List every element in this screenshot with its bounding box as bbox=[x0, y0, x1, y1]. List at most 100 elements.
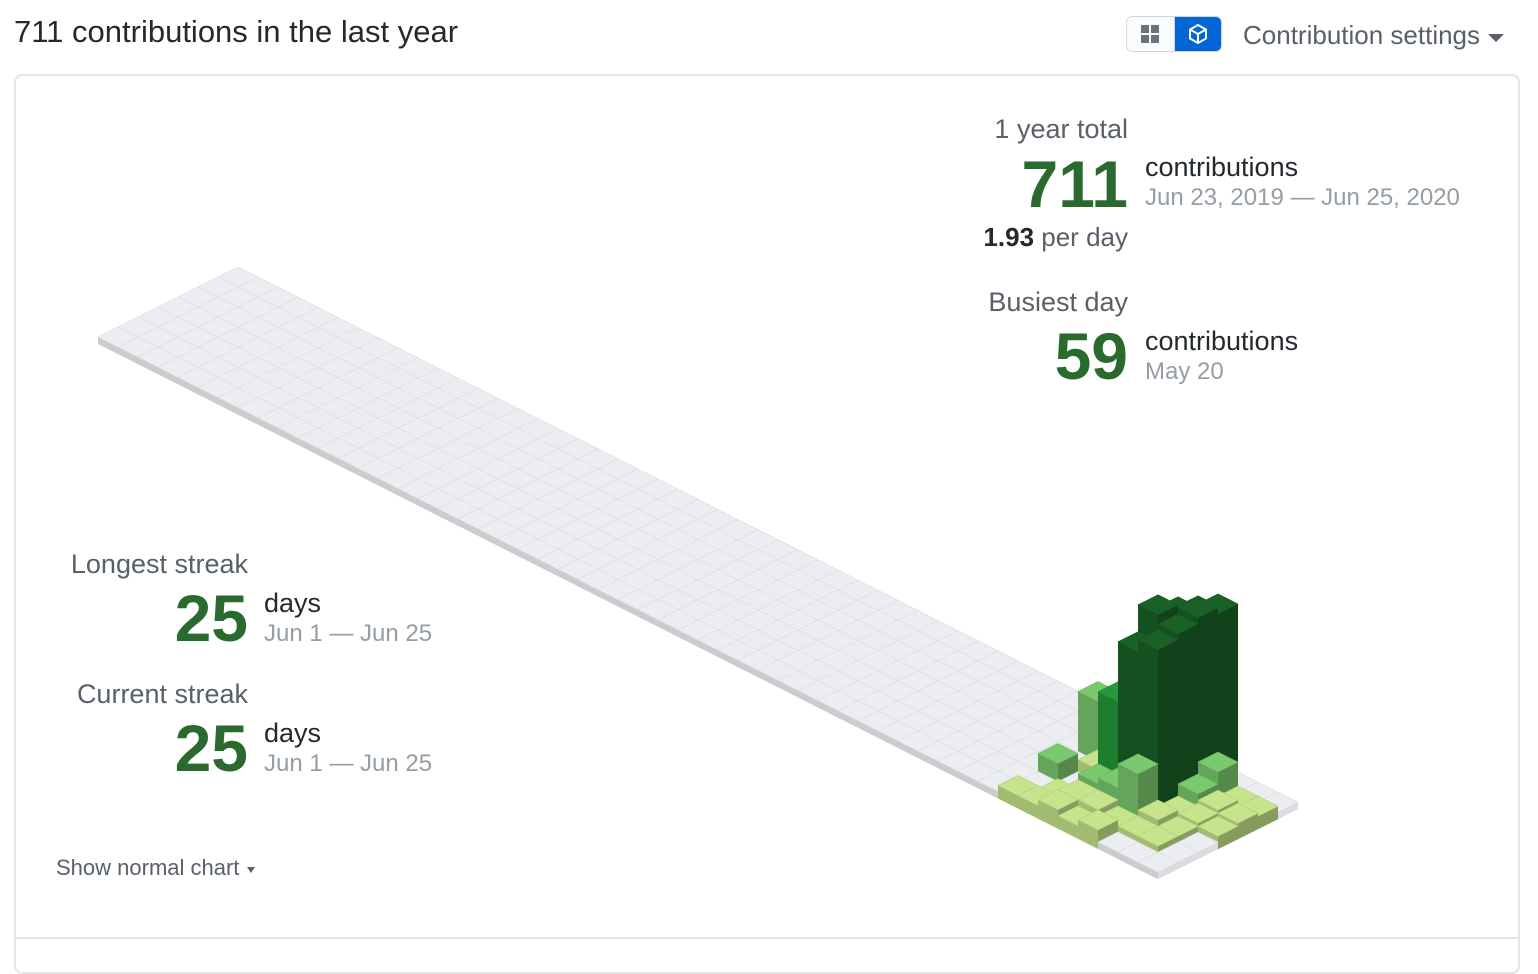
year-total-value: 711 bbox=[1021, 147, 1128, 221]
cell-left-face bbox=[738, 660, 758, 678]
chevron-down-icon bbox=[1488, 33, 1505, 42]
cell-top-face bbox=[1077, 809, 1119, 831]
cell-left-face bbox=[258, 417, 278, 435]
cell-top-face bbox=[1197, 815, 1239, 837]
longest-streak-unit: days bbox=[264, 588, 322, 618]
cell-left-face bbox=[158, 367, 178, 385]
current-streak-value: 25 bbox=[174, 711, 248, 785]
per-day-label: per day bbox=[1041, 222, 1128, 252]
cell-top-face bbox=[1137, 825, 1179, 847]
cell-left-face bbox=[358, 468, 378, 486]
contribution-cell bbox=[1137, 851, 1179, 880]
cell-right-face bbox=[1178, 624, 1198, 809]
cell-top-face bbox=[1177, 773, 1219, 795]
busiest-day-label: Busiest day bbox=[988, 287, 1128, 317]
per-day-value: 1.93 bbox=[983, 222, 1035, 252]
cell-top-face bbox=[1137, 629, 1179, 651]
longest-streak-label: Longest streak bbox=[70, 549, 248, 579]
cell-right-face bbox=[1178, 852, 1198, 870]
cell-top-face bbox=[1037, 743, 1079, 764]
cell-left-face bbox=[758, 670, 778, 688]
cell-right-face bbox=[1218, 604, 1238, 789]
caret-down-icon bbox=[247, 867, 256, 873]
cell-left-face bbox=[918, 751, 938, 769]
cell-left-face bbox=[558, 569, 578, 587]
cell-left-face bbox=[678, 629, 698, 647]
contribution-settings-dropdown[interactable]: Contribution settings bbox=[1243, 20, 1505, 51]
cell-left-face bbox=[398, 488, 418, 506]
cell-left-face bbox=[598, 589, 618, 607]
cell-left-face bbox=[1078, 691, 1098, 769]
busiest-day-value: 59 bbox=[1054, 319, 1128, 393]
cell-left-face bbox=[278, 427, 298, 445]
cell-right-face bbox=[1158, 862, 1178, 880]
year-range: Jun 23, 2019 — Jun 25, 2020 bbox=[1145, 184, 1460, 211]
cell-left-face bbox=[118, 347, 138, 365]
cell-left-face bbox=[338, 458, 358, 476]
cell-right-face bbox=[1158, 640, 1178, 819]
year-total-unit: contributions bbox=[1145, 152, 1299, 182]
cell-top-face bbox=[1137, 799, 1179, 821]
cell-left-face bbox=[978, 781, 998, 799]
busiest-day-unit: contributions bbox=[1145, 326, 1299, 356]
longest-streak-range: Jun 1 — Jun 25 bbox=[264, 620, 433, 647]
cell-left-face bbox=[218, 397, 238, 415]
panel-divider bbox=[14, 937, 1520, 939]
cell-left-face bbox=[938, 761, 958, 779]
busiest-day-date: May 20 bbox=[1145, 358, 1224, 385]
year-total-label: 1 year total bbox=[994, 114, 1128, 144]
cell-left-face bbox=[498, 539, 518, 557]
cell-top-face bbox=[1197, 751, 1239, 773]
longest-streak-value: 25 bbox=[174, 581, 248, 655]
cell-left-face bbox=[858, 720, 878, 738]
cell-top-face bbox=[1137, 851, 1179, 873]
cube-view-button[interactable] bbox=[1174, 17, 1221, 51]
cell-left-face bbox=[798, 690, 818, 708]
cell-left-face bbox=[898, 741, 918, 759]
cell-left-face bbox=[438, 508, 458, 526]
cell-left-face bbox=[658, 619, 678, 637]
cell-top-face bbox=[1197, 789, 1239, 811]
cell-top-face bbox=[1037, 789, 1079, 811]
cell-left-face bbox=[1098, 842, 1118, 860]
cell-top-face bbox=[1117, 753, 1159, 775]
cell-left-face bbox=[718, 650, 738, 668]
cell-right-face bbox=[1198, 842, 1218, 860]
cell-left-face bbox=[458, 518, 478, 536]
show-normal-chart-link[interactable]: Show normal chart bbox=[56, 855, 256, 881]
cell-left-face bbox=[1138, 862, 1158, 880]
cell-left-face bbox=[778, 680, 798, 698]
cell-left-face bbox=[878, 730, 898, 748]
cell-left-face bbox=[138, 357, 158, 375]
cell-left-face bbox=[318, 448, 338, 466]
cell-left-face bbox=[958, 771, 978, 789]
cell-left-face bbox=[618, 599, 638, 617]
cell-left-face bbox=[378, 478, 398, 496]
cell-left-face bbox=[1058, 815, 1078, 839]
cell-left-face bbox=[198, 387, 218, 405]
cell-left-face bbox=[98, 337, 118, 355]
cell-left-face bbox=[538, 559, 558, 577]
cell-top-face bbox=[1137, 594, 1179, 616]
cell-left-face bbox=[298, 438, 318, 456]
view-toggle bbox=[1126, 16, 1222, 52]
cell-right-face bbox=[1258, 806, 1278, 830]
cell-left-face bbox=[818, 700, 838, 718]
cell-left-face bbox=[1078, 819, 1098, 849]
cell-left-face bbox=[178, 377, 198, 395]
current-streak-range: Jun 1 — Jun 25 bbox=[264, 750, 433, 777]
current-streak-label: Current streak bbox=[76, 679, 248, 709]
cell-left-face bbox=[1118, 852, 1138, 870]
cell-top-face bbox=[1177, 802, 1219, 824]
grid-view-button[interactable] bbox=[1127, 17, 1175, 51]
cell-left-face bbox=[478, 528, 498, 546]
show-normal-chart-label: Show normal chart bbox=[56, 855, 240, 880]
contributions-title: 711 contributions in the last year bbox=[14, 14, 459, 49]
cell-left-face bbox=[1018, 795, 1038, 819]
cell-left-face bbox=[638, 609, 658, 627]
cell-left-face bbox=[418, 498, 438, 516]
per-day: 1.93 per day bbox=[880, 222, 1128, 253]
cell-top-face bbox=[1217, 802, 1259, 824]
cell-left-face bbox=[518, 549, 538, 567]
